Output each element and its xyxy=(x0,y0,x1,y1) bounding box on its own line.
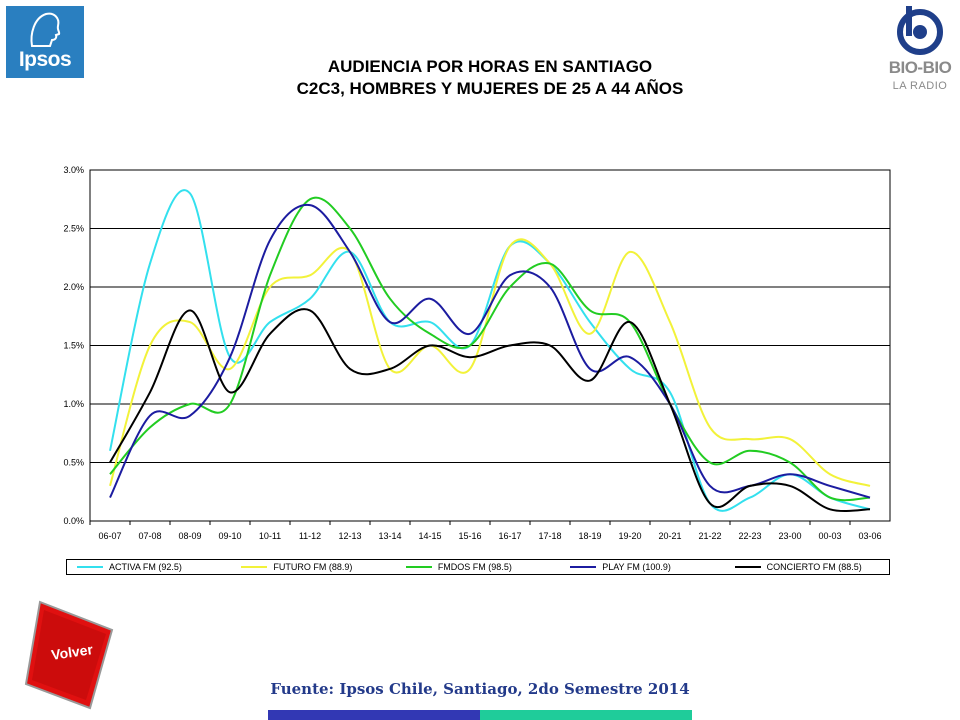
y-tick-label: 2.5% xyxy=(63,224,84,234)
x-tick-label: 21-22 xyxy=(698,531,721,541)
legend-swatch xyxy=(734,566,761,568)
legend-label: FUTURO FM (88.9) xyxy=(273,562,353,572)
biobio-logo-subtext: LA RADIO xyxy=(892,80,948,92)
chart-title-block: AUDIENCIA POR HORAS EN SANTIAGO C2C3, HO… xyxy=(160,56,820,100)
x-tick-label: 17-18 xyxy=(538,531,561,541)
series-line xyxy=(109,204,871,499)
x-tick-label: 00-03 xyxy=(818,531,841,541)
legend-swatch xyxy=(77,566,103,568)
line-chart: 0.0%0.5%1.0%1.5%2.0%2.5%3.0% 06-07 07-08 0… xyxy=(63,165,891,541)
legend-entry: FUTURO FM (88.9) xyxy=(231,562,395,572)
x-tick-label: 06-07 xyxy=(98,531,121,541)
legend-entry: ACTIVA FM (92.5) xyxy=(67,562,231,572)
x-tick-label: 16-17 xyxy=(498,531,521,541)
x-tick-label: 23-00 xyxy=(778,531,801,541)
y-axis-ticks: 0.0% 0.5% 1.0% 1.5% 2.0% 2.5% 3.0% xyxy=(63,165,84,526)
biobio-symbol-icon xyxy=(897,6,943,55)
x-tick-label: 19-20 xyxy=(618,531,641,541)
x-tick-label: 14-15 xyxy=(418,531,441,541)
biobio-logo: BIO-BIO LA RADIO xyxy=(884,4,956,104)
legend-entry: CONCIERTO FM (88.5) xyxy=(725,562,889,572)
x-tick-label: 08-09 xyxy=(178,531,201,541)
x-tick-label: 20-21 xyxy=(658,531,681,541)
x-tick-label: 12-13 xyxy=(338,531,361,541)
footer-bar-teal xyxy=(480,710,692,720)
x-tick-label: 18-19 xyxy=(578,531,601,541)
x-tick-label: 22-23 xyxy=(738,531,761,541)
legend-label: FMDOS FM (98.5) xyxy=(437,562,512,572)
x-axis-ticks: 06-07 07-08 08-09 09-10 10-11 11-12 12-13 13-14… xyxy=(89,521,882,541)
chart-subtitle: C2C3, HOMBRES Y MUJERES DE 25 A 44 AÑOS xyxy=(296,79,684,98)
legend-swatch xyxy=(570,566,597,568)
ipsos-logo-text: Ipsos xyxy=(18,48,72,71)
legend-entry: FMDOS FM (98.5) xyxy=(396,562,560,572)
x-tick-label: 10-11 xyxy=(259,531,281,541)
legend-label: PLAY FM (100.9) xyxy=(602,562,671,572)
y-tick-label: 3.0% xyxy=(63,165,84,175)
y-tick-label: 0.0% xyxy=(63,516,84,526)
x-tick-label: 11-12 xyxy=(299,531,321,541)
footer-bar-blue xyxy=(268,710,480,720)
x-tick-label: 07-08 xyxy=(138,531,161,541)
y-tick-label: 0.5% xyxy=(63,458,84,468)
x-tick-label: 03-06 xyxy=(858,531,881,541)
biobio-logo-text: BIO-BIO xyxy=(888,58,952,77)
y-tick-label: 1.5% xyxy=(63,341,84,351)
series-line xyxy=(109,308,871,513)
ipsos-logo: Ipsos xyxy=(6,6,84,78)
legend-swatch xyxy=(405,566,432,568)
legend-swatch xyxy=(241,566,268,568)
grid-lines xyxy=(90,228,890,463)
series-lines xyxy=(109,189,871,513)
legend-entry: PLAY FM (100.9) xyxy=(560,562,724,572)
legend-label: CONCIERTO FM (88.5) xyxy=(766,562,862,572)
volver-tag-icon xyxy=(24,600,114,710)
chart-title: AUDIENCIA POR HORAS EN SANTIAGO xyxy=(327,57,653,76)
head-silhouette-icon xyxy=(30,12,61,47)
x-tick-label: 13-14 xyxy=(378,531,401,541)
x-tick-label: 15-16 xyxy=(458,531,481,541)
series-line xyxy=(109,238,871,487)
y-tick-label: 2.0% xyxy=(63,282,84,292)
y-tick-label: 1.0% xyxy=(63,399,84,409)
legend-label: ACTIVA FM (92.5) xyxy=(109,562,182,572)
chart-legend: ACTIVA FM (92.5) FUTURO FM (88.9) FMDOS FM… xyxy=(66,559,890,575)
x-tick-label: 09-10 xyxy=(218,531,241,541)
source-note: Fuente: Ipsos Chile, Santiago, 2do Semes… xyxy=(270,680,690,698)
volver-button[interactable]: Volver xyxy=(22,600,118,710)
